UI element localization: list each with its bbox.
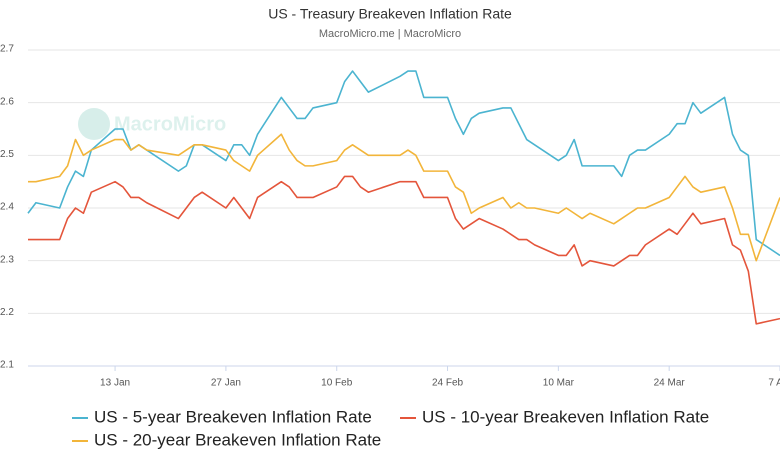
x-tick-label: 7 Apr [768, 378, 780, 389]
x-tick-label: 27 Jan [211, 378, 241, 389]
y-tick-label: 2.6 [0, 96, 14, 107]
y-tick-label: 2.7 [0, 44, 14, 55]
y-tick-label: 2.1 [0, 360, 14, 371]
watermark-logo [78, 108, 110, 140]
chart-title: US - Treasury Breakeven Inflation Rate [268, 6, 512, 22]
legend-label: US - 10-year Breakeven Inflation Rate [422, 407, 709, 426]
chart-subtitle: MacroMicro.me | MacroMicro [319, 28, 461, 40]
legend-label: US - 5-year Breakeven Inflation Rate [94, 407, 372, 426]
watermark-group: MacroMicro [78, 108, 226, 140]
watermark: MacroMicro [114, 113, 226, 135]
x-tick-label: 10 Mar [543, 378, 575, 389]
legend-label: US - 20-year Breakeven Inflation Rate [94, 430, 381, 449]
x-tick-label: 24 Mar [654, 378, 686, 389]
series-line [28, 133, 780, 262]
y-tick-label: 2.2 [0, 307, 14, 318]
x-tick-label: 24 Feb [432, 378, 464, 389]
y-tick-label: 2.5 [0, 149, 14, 160]
x-tick-label: 13 Jan [100, 378, 130, 389]
series-line [28, 175, 780, 325]
x-tick-label: 10 Feb [321, 378, 353, 389]
y-tick-label: 2.4 [0, 202, 14, 213]
y-tick-label: 2.3 [0, 254, 14, 265]
series-line [27, 70, 780, 257]
